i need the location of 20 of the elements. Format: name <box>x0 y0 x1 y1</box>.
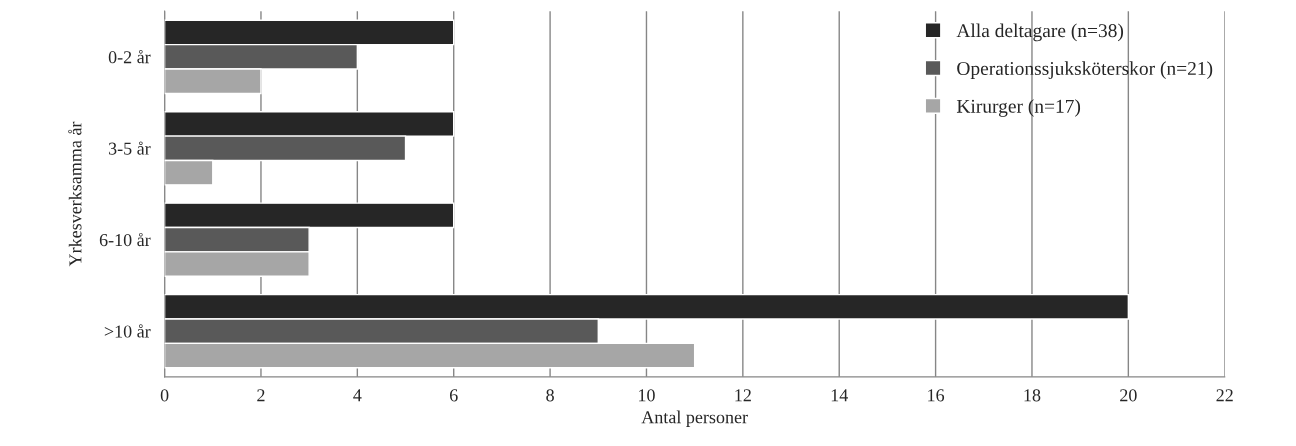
y-tick-label: 0-2 år <box>108 50 151 64</box>
x-tick-label: 4 <box>353 389 362 402</box>
y-tick-label: 3-5 år <box>108 141 151 155</box>
y-tick-label: 6-10 år <box>99 232 151 247</box>
x-tick-label: 12 <box>735 389 751 402</box>
x-tick-label: 6 <box>449 389 458 402</box>
x-tick-label: 18 <box>1024 389 1041 402</box>
legend-label: Alla deltagare (n=38) <box>956 23 1124 42</box>
x-tick-label: 10 <box>639 389 655 402</box>
x-tick-label: 20 <box>1120 389 1137 402</box>
x-tick-label: 8 <box>546 389 554 402</box>
y-axis-title: Yrkesverksamma år <box>68 121 82 267</box>
x-tick-label: 0 <box>160 389 169 402</box>
x-tick-label: 2 <box>257 389 265 402</box>
x-tick-label: 14 <box>831 389 848 402</box>
y-tick-label: >10 år <box>104 324 151 338</box>
x-axis-title: Antal personer <box>641 410 748 427</box>
x-tick-label: 16 <box>928 389 945 402</box>
legend-label: Kirurger (n=17) <box>956 99 1081 117</box>
x-tick-label: 22 <box>1216 389 1233 402</box>
